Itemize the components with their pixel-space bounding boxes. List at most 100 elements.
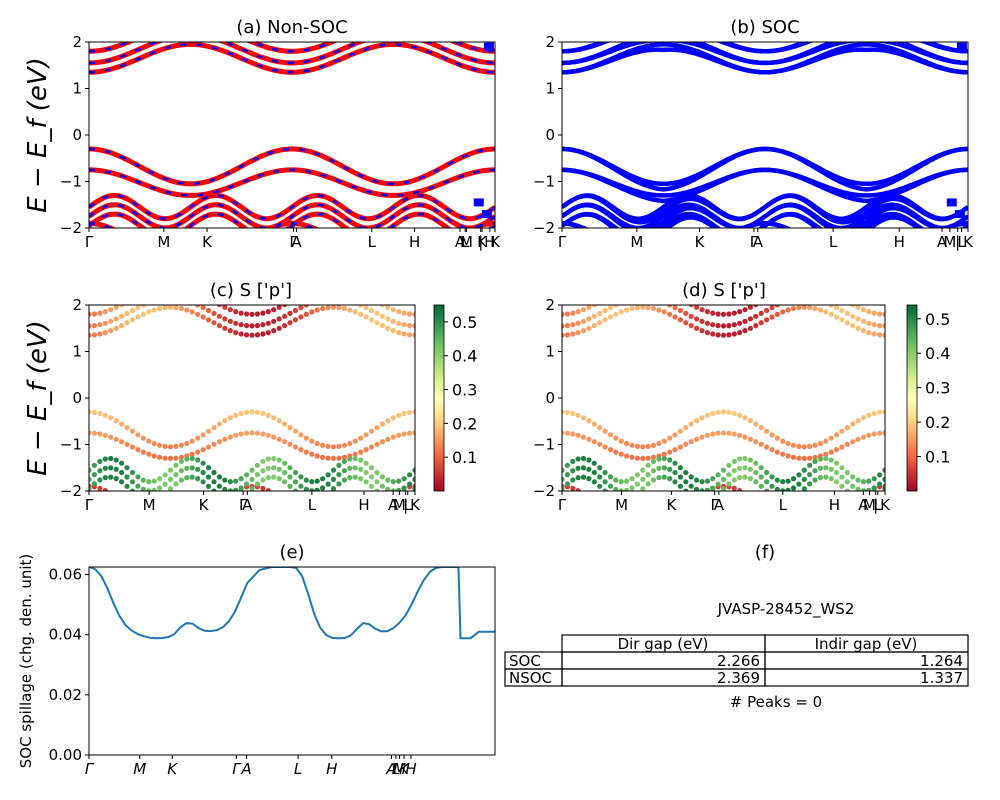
band-point	[184, 465, 190, 471]
band-point	[325, 305, 331, 311]
band-point	[597, 504, 602, 509]
band-point	[396, 412, 402, 418]
xtick-label: Γ	[85, 496, 94, 514]
ytick-label: 1	[72, 343, 82, 361]
band-point	[97, 310, 103, 316]
band-point	[688, 421, 694, 427]
band-point	[753, 479, 759, 485]
xtick-label: K	[880, 496, 891, 514]
band-point	[227, 488, 233, 491]
band-point	[211, 425, 217, 431]
band-point	[586, 436, 592, 442]
band-point	[282, 479, 288, 485]
band-point	[113, 466, 119, 472]
band-point	[775, 517, 780, 522]
band-point	[146, 479, 152, 485]
band-point	[407, 311, 413, 317]
band-point	[401, 476, 407, 482]
band-point	[341, 477, 347, 483]
band-point	[796, 455, 802, 461]
band-point	[358, 457, 364, 463]
band-point	[882, 486, 885, 491]
band-point	[812, 305, 818, 312]
band-point	[769, 447, 775, 453]
band-point	[195, 517, 200, 522]
band-point	[562, 430, 565, 436]
band-point	[330, 467, 337, 473]
band-point	[823, 465, 829, 471]
band-point	[683, 320, 689, 326]
band-point	[287, 504, 292, 509]
band-point	[796, 527, 801, 532]
band-point	[271, 434, 277, 440]
band-point	[271, 307, 277, 313]
xtick-label: A	[388, 496, 399, 514]
band-point	[580, 328, 587, 334]
band-point	[786, 298, 791, 303]
band-line	[562, 42, 968, 66]
band-point	[184, 524, 189, 529]
band-point	[168, 284, 173, 289]
band-point	[91, 332, 97, 338]
band-line	[562, 193, 968, 225]
band-point	[157, 485, 163, 491]
band-point	[704, 330, 711, 336]
band-point	[651, 526, 656, 531]
band-point	[336, 443, 342, 449]
band-point	[347, 456, 353, 462]
band-point	[855, 436, 861, 442]
band-point	[336, 296, 341, 301]
band-point	[97, 477, 103, 483]
band-point	[850, 421, 856, 427]
band-point	[330, 444, 337, 450]
band-point	[353, 288, 358, 293]
xtick-label: M	[615, 496, 628, 514]
band-point	[844, 488, 850, 491]
band-point	[260, 468, 266, 474]
band-point	[254, 430, 260, 436]
band-point	[855, 477, 861, 483]
band-point	[694, 495, 699, 500]
band-point	[292, 469, 299, 476]
band-point	[163, 284, 168, 289]
band-point	[271, 455, 277, 462]
band-point	[694, 325, 700, 331]
band-point	[624, 307, 630, 313]
band-point	[694, 477, 700, 483]
band-point	[89, 467, 92, 473]
band-point	[764, 469, 770, 476]
band-point	[678, 508, 683, 513]
band-point	[368, 483, 375, 489]
panel-b-xticks: Γ M K ΓA L H AM|LK	[558, 228, 974, 251]
band-point	[309, 451, 315, 457]
band-point	[238, 331, 244, 337]
band-point	[108, 455, 114, 462]
band-point	[113, 436, 119, 442]
band-point	[564, 481, 571, 487]
band-point	[796, 481, 802, 487]
band-point	[580, 465, 587, 471]
band-point	[807, 296, 812, 301]
band-point	[646, 527, 651, 532]
band-point	[374, 320, 380, 326]
band-point	[677, 317, 684, 323]
band-point	[860, 479, 867, 485]
band-point	[645, 481, 651, 487]
band-point	[320, 526, 325, 531]
band-point	[672, 432, 678, 438]
band-point	[102, 432, 108, 438]
band-point	[774, 311, 780, 317]
band-point	[791, 495, 796, 500]
band-point	[173, 305, 179, 311]
band-line	[89, 42, 495, 53]
band-point	[608, 493, 613, 498]
band-line	[89, 146, 495, 187]
band-point	[363, 479, 369, 485]
band-point	[850, 313, 856, 319]
band-point	[146, 488, 152, 491]
band-point	[710, 331, 716, 337]
band-point	[882, 323, 885, 329]
band-point	[287, 310, 293, 316]
band-point	[850, 474, 856, 480]
xtick-label: M	[143, 496, 156, 514]
